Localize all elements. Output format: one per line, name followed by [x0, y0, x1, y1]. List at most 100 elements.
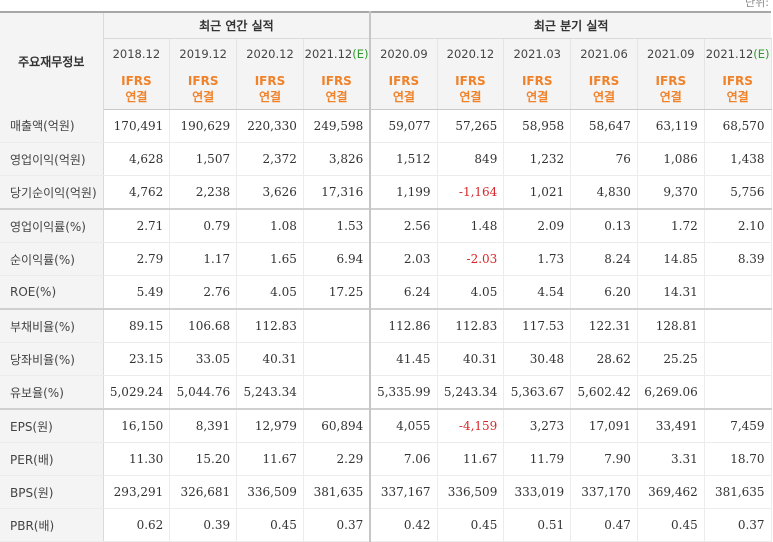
value-cell: 293,291 — [103, 475, 171, 509]
annual-group-header: 최근 연간 실적 — [103, 12, 372, 39]
value-cell: 4,830 — [570, 175, 638, 210]
value-cell: 25.25 — [637, 342, 705, 376]
value-cell: 106.68 — [169, 308, 238, 343]
period-header: 2019.12 — [169, 38, 238, 69]
value-cell: 15.20 — [169, 442, 238, 476]
value-cell: 8,391 — [169, 408, 238, 443]
accounting-basis-header: IFRS 연결 — [437, 69, 505, 110]
row-label: 영업이익(억원) — [0, 142, 104, 176]
value-cell: 369,462 — [637, 475, 705, 509]
value-cell: 0.62 — [103, 508, 171, 542]
value-cell: 12,979 — [236, 408, 304, 443]
value-cell: 33,491 — [637, 408, 705, 443]
value-cell: 1,199 — [370, 175, 438, 210]
value-cell: 0.45 — [437, 508, 505, 542]
period-label: 2021.12 — [705, 47, 754, 61]
value-cell: 6.94 — [303, 242, 372, 276]
value-cell — [303, 308, 372, 343]
group-header-row: 주요재무정보 최근 연간 실적 최근 분기 실적 — [0, 12, 772, 110]
value-cell: 2.09 — [503, 208, 572, 243]
table-row: 매출액(억원) 170,491 190,629 220,330 249,598 59,07… — [0, 109, 772, 143]
value-cell: 8.24 — [570, 242, 638, 276]
value-cell: 63,119 — [637, 109, 705, 143]
value-cell: 381,635 — [704, 475, 772, 509]
table-row: EPS(원) 16,150 8,391 12,979 60,894 4,055 -4,159… — [0, 408, 772, 443]
value-cell: 5,363.67 — [503, 375, 572, 410]
value-cell: 1.08 — [236, 208, 304, 243]
value-cell: 0.79 — [169, 208, 238, 243]
accounting-basis-header: IFRS 연결 — [236, 69, 304, 110]
value-cell: 326,681 — [169, 475, 238, 509]
value-cell: 1,021 — [503, 175, 572, 210]
period-label: 2021.12 — [304, 47, 353, 61]
value-cell: 11.30 — [103, 442, 171, 476]
period-label: 2020.09 — [380, 47, 428, 61]
value-cell: 333,019 — [503, 475, 572, 509]
period-label: 2021.09 — [647, 47, 695, 61]
value-cell — [704, 342, 772, 376]
table-body: 매출액(억원) 170,491 190,629 220,330 249,598 59,07… — [0, 109, 772, 542]
value-cell: 128.81 — [637, 308, 705, 343]
consolidated-label: 연결 — [459, 90, 482, 104]
value-cell: 3,626 — [236, 175, 304, 210]
period-header: 2021.12(E) — [303, 38, 372, 69]
ifrs-label: IFRS — [388, 74, 420, 88]
table-row: PER(배) 11.30 15.20 11.67 2.29 7.06 11.67 11.79 7… — [0, 442, 772, 476]
row-label: 유보율(%) — [0, 375, 104, 410]
value-cell: 0.37 — [704, 508, 772, 542]
value-cell: 14.85 — [637, 242, 705, 276]
value-cell: 5.49 — [103, 275, 171, 310]
row-label-header: 주요재무정보 — [0, 12, 104, 110]
period-label: 2019.12 — [179, 47, 227, 61]
table-row: 유보율(%) 5,029.24 5,044.76 5,243.34 5,335.99 5,… — [0, 375, 772, 410]
period-header-row: 2018.12 2019.12 2020.12 2021.12(E) 2020.09 20… — [0, 38, 772, 69]
value-cell: 3,826 — [303, 142, 372, 176]
value-cell: 40.31 — [236, 342, 304, 376]
value-cell: 1.53 — [303, 208, 372, 243]
value-cell: 1,507 — [169, 142, 238, 176]
row-label: EPS(원) — [0, 408, 104, 443]
value-cell: 1,086 — [637, 142, 705, 176]
estimate-marker: (E) — [352, 47, 369, 61]
row-label: PER(배) — [0, 442, 104, 476]
value-cell: 5,029.24 — [103, 375, 171, 410]
value-cell: 23.15 — [103, 342, 171, 376]
value-cell: 7.06 — [370, 442, 438, 476]
value-cell: 0.42 — [370, 508, 438, 542]
value-cell — [704, 308, 772, 343]
value-cell: 3.31 — [637, 442, 705, 476]
value-cell: 5,602.42 — [570, 375, 638, 410]
estimate-marker: (E) — [753, 47, 770, 61]
accounting-basis-header: IFRS 연결 — [303, 69, 372, 110]
value-cell: 16,150 — [103, 408, 171, 443]
value-cell: -1,164 — [437, 175, 505, 210]
value-cell: 0.37 — [303, 508, 372, 542]
table-header: 주요재무정보 최근 연간 실적 최근 분기 실적 2018.12 2019.12 2… — [0, 12, 772, 110]
value-cell: 6,269.06 — [637, 375, 705, 410]
accounting-basis-header: IFRS 연결 — [370, 69, 438, 110]
value-cell: 337,170 — [570, 475, 638, 509]
quarter-group-header: 최근 분기 실적 — [370, 12, 772, 39]
value-cell: 2.03 — [370, 242, 438, 276]
value-cell: 9,370 — [637, 175, 705, 210]
value-cell: 2.76 — [169, 275, 238, 310]
row-label: 당좌비율(%) — [0, 342, 104, 376]
consolidated-label: 연결 — [592, 90, 616, 104]
value-cell: 6.20 — [570, 275, 638, 310]
period-label: 2021.06 — [580, 47, 628, 61]
value-cell: 0.45 — [637, 508, 705, 542]
value-cell: 381,635 — [303, 475, 372, 509]
consolidated-label: 연결 — [659, 90, 682, 104]
value-cell: 1.72 — [637, 208, 705, 243]
value-cell: 30.48 — [503, 342, 572, 376]
value-cell: 2.56 — [370, 208, 438, 243]
value-cell: 68,570 — [704, 109, 772, 143]
value-cell: 11.67 — [236, 442, 304, 476]
ifrs-label: IFRS — [722, 74, 753, 88]
value-cell: 5,044.76 — [169, 375, 238, 410]
table-row: 당기순이익(억원) 4,762 2,238 3,626 17,316 1,199 -1,16… — [0, 175, 772, 210]
ifrs-label: IFRS — [588, 74, 620, 88]
value-cell: 40.31 — [437, 342, 505, 376]
value-cell: 1,512 — [370, 142, 438, 176]
consolidated-label: 연결 — [258, 90, 282, 104]
